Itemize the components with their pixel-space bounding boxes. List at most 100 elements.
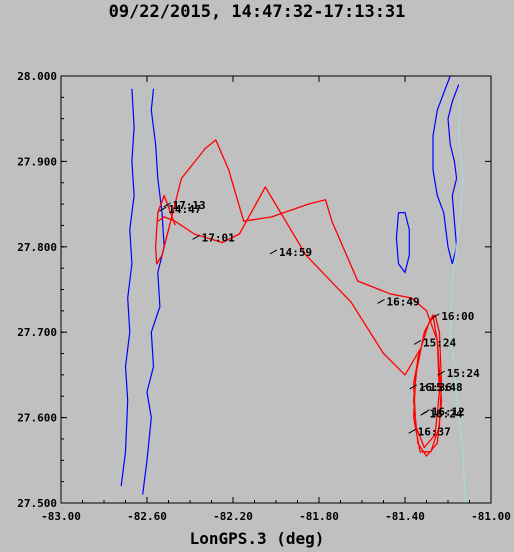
time-label-tick xyxy=(420,384,428,390)
track-point xyxy=(430,451,432,453)
track-point xyxy=(404,374,406,376)
track-line xyxy=(154,139,443,457)
track-point xyxy=(415,425,417,427)
track-point xyxy=(357,280,359,282)
track-point xyxy=(305,254,307,256)
track-point xyxy=(157,220,159,222)
track-point xyxy=(436,442,438,444)
track-point xyxy=(243,220,245,222)
track-point xyxy=(193,233,195,235)
track-point xyxy=(440,399,443,402)
track-point xyxy=(413,382,415,384)
time-label: 17:13 xyxy=(173,199,206,212)
track-point xyxy=(157,212,159,214)
track-point xyxy=(324,199,327,201)
y-tick-label: 28.000 xyxy=(17,70,57,83)
track-point xyxy=(307,203,309,205)
track-point xyxy=(425,310,428,312)
track-point xyxy=(156,263,158,265)
track-point xyxy=(410,297,412,299)
track-point xyxy=(436,340,438,342)
time-label: 16:00 xyxy=(441,310,474,323)
x-tick-label: -81.80 xyxy=(299,510,339,523)
track-point xyxy=(423,446,425,449)
y-tick-label: 27.800 xyxy=(17,241,57,254)
time-label: 16:49 xyxy=(387,295,420,308)
time-label: 15:48 xyxy=(430,381,463,394)
track-point xyxy=(432,314,434,316)
time-label: 16:24 xyxy=(430,407,463,420)
track-point xyxy=(413,417,415,419)
time-label: 16:12 xyxy=(432,406,465,419)
time-label: 16:36 xyxy=(419,381,452,394)
track-point xyxy=(163,216,165,218)
time-label-tick xyxy=(409,384,417,390)
time-label: 15:24 xyxy=(447,367,480,380)
time-label: 15:24 xyxy=(423,336,456,349)
time-label-tick xyxy=(437,370,445,376)
track-point xyxy=(228,169,230,171)
chart-title: 09/22/2015, 14:47:32-17:13:31 xyxy=(108,2,406,22)
track-point xyxy=(221,241,223,244)
map-line-coast xyxy=(120,88,135,486)
track-point xyxy=(350,301,352,303)
x-tick-label: -82.20 xyxy=(213,510,253,523)
y-tick-label: 27.600 xyxy=(17,412,57,425)
track-point xyxy=(161,254,163,256)
track-point xyxy=(438,425,440,427)
x-tick-label: -81.40 xyxy=(385,510,425,523)
time-label: 14:59 xyxy=(279,246,312,259)
track-point xyxy=(415,374,417,376)
y-tick-label: 27.700 xyxy=(17,326,57,339)
time-label-tick xyxy=(420,410,428,416)
map-line-shelf xyxy=(449,93,466,504)
track-point xyxy=(382,352,385,355)
map-line-coast3 xyxy=(432,75,460,265)
track-point xyxy=(238,233,240,235)
track-point xyxy=(417,442,419,444)
x-tick-label: -82.60 xyxy=(127,510,167,523)
track-point xyxy=(204,148,206,150)
track-point xyxy=(425,455,428,457)
track-point xyxy=(163,195,165,197)
track-point xyxy=(155,246,157,248)
time-label-tick xyxy=(163,202,171,208)
track-point xyxy=(428,323,430,325)
x-axis-label: LonGPS.3 (deg) xyxy=(189,529,325,548)
track-point xyxy=(440,382,443,384)
y-tick-label: 27.900 xyxy=(17,155,57,168)
track-point xyxy=(167,229,170,231)
time-label-tick xyxy=(159,206,167,212)
track-point xyxy=(331,220,333,222)
time-label: 16:37 xyxy=(418,425,451,438)
track-point xyxy=(413,399,415,402)
x-tick-label: -81.00 xyxy=(471,510,511,523)
time-label-tick xyxy=(432,313,440,319)
track-point xyxy=(389,293,391,295)
track-point xyxy=(419,451,421,453)
track-point xyxy=(174,220,176,222)
track-point xyxy=(180,177,182,180)
track-point xyxy=(417,357,419,359)
flight-track xyxy=(154,139,443,457)
track-point xyxy=(434,434,436,436)
y-tick-label: 27.500 xyxy=(17,497,57,510)
time-label-tick xyxy=(377,299,385,304)
track-point xyxy=(438,331,440,333)
axes: -83.00 -82.60 -82.20 -81.80 -81.40 -81.00 27.5… xyxy=(17,70,511,523)
map-line-lake xyxy=(395,212,410,274)
map-line-coast2 xyxy=(142,88,165,495)
x-tick-label: -83.00 xyxy=(41,510,81,523)
track-point xyxy=(434,314,436,316)
time-label: 14:47 xyxy=(168,203,201,216)
track-point xyxy=(423,331,425,333)
time-label: 17:01 xyxy=(202,231,235,244)
time-label-tick xyxy=(269,249,278,255)
track-point xyxy=(264,186,266,188)
time-label-tick xyxy=(413,340,422,345)
track-point xyxy=(438,391,440,393)
track-point xyxy=(215,139,217,141)
